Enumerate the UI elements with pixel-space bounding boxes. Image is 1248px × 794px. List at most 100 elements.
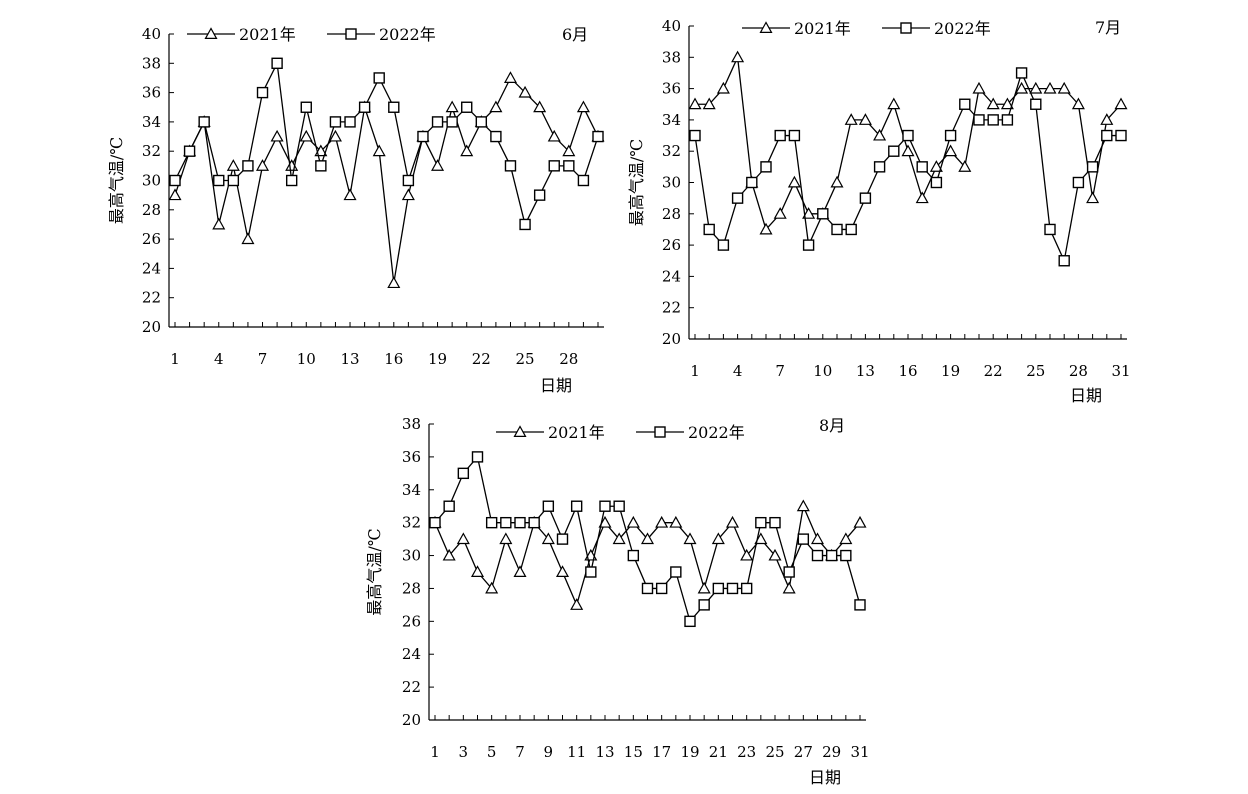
data-point: [859, 192, 872, 204]
x-tick-label: 21: [709, 743, 728, 761]
series-line: [695, 54, 1122, 231]
data-point: [485, 581, 499, 594]
data-point: [470, 565, 485, 578]
y-tick-label: 22: [662, 299, 681, 317]
data-point: [1086, 161, 1099, 173]
data-point: [726, 582, 739, 595]
data-point: [783, 566, 795, 578]
data-point: [802, 239, 815, 251]
series-square: [169, 57, 604, 231]
data-point: [825, 549, 838, 562]
legend-label: 2022年: [379, 25, 436, 44]
data-point: [986, 97, 1000, 110]
chart-title: 8月: [819, 416, 845, 435]
data-point: [461, 101, 473, 113]
data-point: [556, 533, 569, 545]
data-point: [585, 566, 597, 578]
data-point: [626, 515, 640, 528]
x-axis-title: 日期: [809, 768, 841, 787]
data-point: [198, 116, 210, 128]
x-tick-label: 16: [384, 350, 403, 368]
data-point: [358, 101, 371, 113]
data-point: [797, 533, 810, 545]
data-point: [612, 532, 626, 545]
data-point: [840, 549, 852, 562]
data-point: [773, 207, 787, 219]
data-point: [373, 72, 385, 84]
data-point: [570, 598, 584, 610]
data-point: [888, 145, 900, 157]
data-point: [542, 500, 555, 512]
legend-marker-triangle: [759, 21, 773, 34]
data-point: [598, 515, 612, 528]
data-point: [514, 516, 526, 529]
x-tick-label: 31: [850, 743, 869, 761]
x-tick-label: 23: [737, 743, 756, 761]
data-point: [212, 217, 226, 230]
data-point: [599, 500, 611, 512]
data-point: [443, 500, 455, 512]
y-tick-label: 24: [662, 267, 681, 285]
legend: 2021年 2022年: [187, 25, 436, 44]
legend: 2021年 2022年: [742, 19, 991, 38]
data-point: [831, 223, 843, 236]
y-tick-label: 24: [402, 645, 421, 663]
y-tick-label: 34: [662, 111, 681, 129]
y-tick-label: 26: [662, 236, 681, 254]
data-point: [500, 516, 512, 529]
data-point: [796, 499, 810, 512]
data-point: [1015, 81, 1029, 94]
x-tick-label: 25: [1026, 362, 1045, 380]
y-tick-label: 38: [402, 415, 421, 433]
x-tick-label: 19: [428, 350, 447, 368]
data-point: [227, 174, 240, 187]
x-tick-label: 13: [595, 743, 614, 761]
data-point: [344, 116, 356, 128]
data-point: [916, 161, 928, 173]
x-tick-label: 19: [680, 743, 699, 761]
data-point: [683, 532, 697, 545]
data-point: [401, 188, 415, 201]
data-point: [388, 101, 400, 113]
data-point: [655, 515, 669, 528]
y-tick-label: 32: [662, 142, 681, 160]
y-tick-label: 20: [662, 330, 681, 348]
data-point: [213, 174, 225, 187]
data-point: [328, 129, 342, 142]
chart-panel-july: 20 22 24 26 28 30 32 34 36 38 40 1 4 7 10 13 16 19 22 25 28 3…: [627, 17, 1131, 405]
data-point: [959, 98, 971, 110]
data-point: [1057, 81, 1071, 94]
y-tick-label: 34: [402, 481, 421, 499]
data-point: [817, 208, 829, 220]
x-tick-label: 5: [487, 743, 497, 761]
legend: 2021年 2022年: [496, 423, 745, 442]
data-point: [811, 549, 824, 562]
y-tick-label: 32: [142, 142, 161, 160]
data-point: [431, 159, 445, 171]
legend-label: 2021年: [239, 25, 296, 44]
x-tick-label: 25: [516, 350, 535, 368]
data-point: [533, 189, 546, 201]
data-point: [1115, 129, 1127, 142]
data-point: [504, 160, 517, 172]
data-point: [242, 160, 254, 172]
data-point: [285, 174, 298, 187]
data-point: [271, 57, 283, 69]
data-point: [528, 516, 540, 529]
data-point: [698, 599, 710, 611]
data-point: [702, 97, 716, 110]
series-square: [689, 67, 1127, 267]
data-point: [460, 144, 474, 157]
series-square: [429, 451, 866, 628]
data-point: [533, 100, 547, 113]
data-point: [627, 549, 640, 562]
data-point: [1058, 255, 1070, 267]
data-point: [640, 532, 655, 545]
data-point: [944, 144, 958, 157]
x-tick-label: 28: [559, 350, 578, 368]
chart-title: 6月: [562, 25, 588, 44]
data-point: [1114, 97, 1128, 110]
data-point: [299, 129, 313, 142]
